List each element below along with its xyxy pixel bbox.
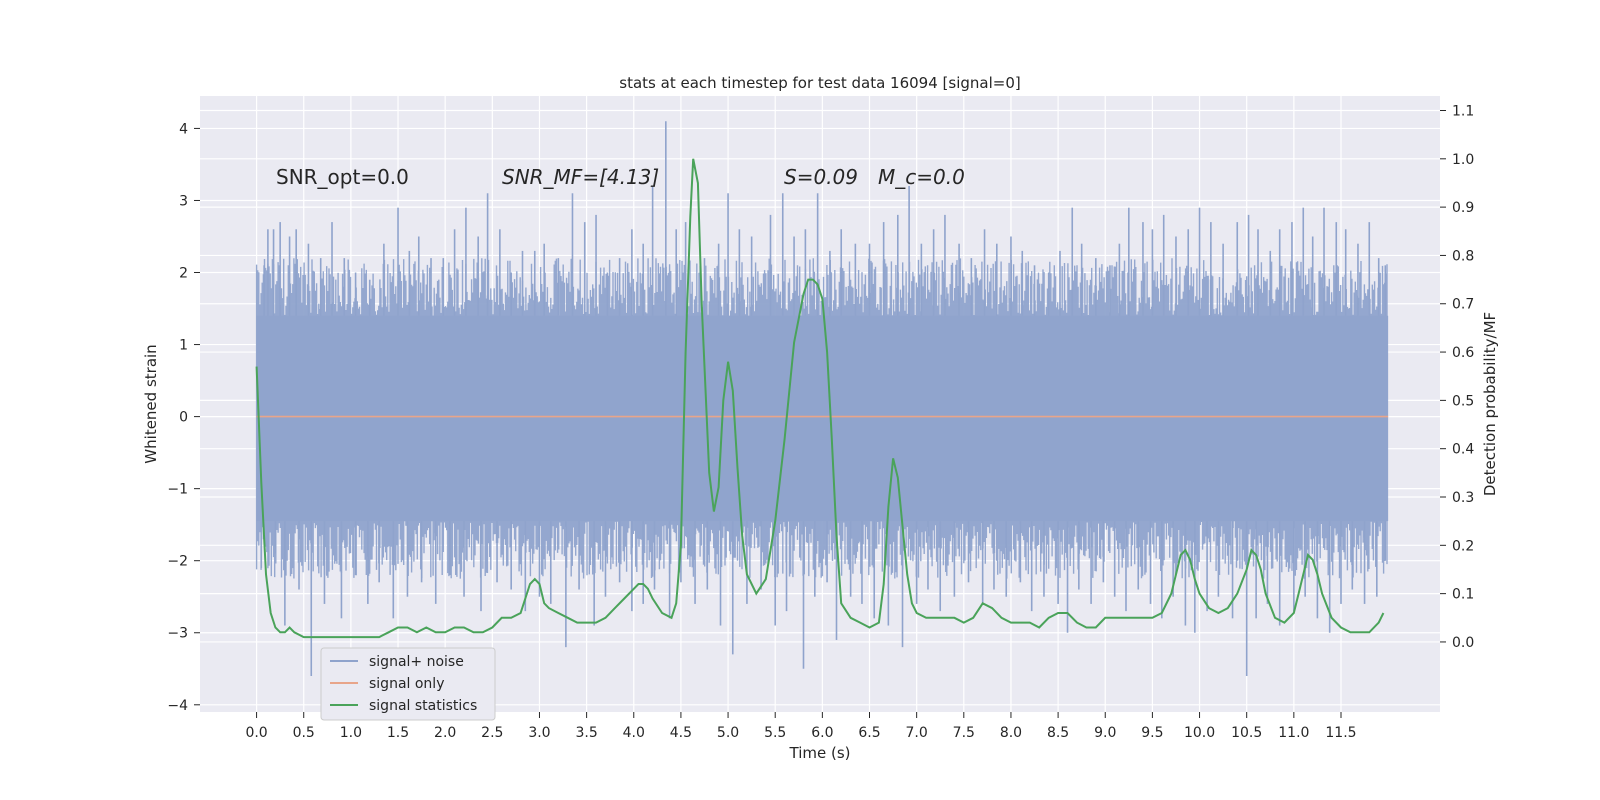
y2-tick-label: 0.8 <box>1452 248 1474 264</box>
x-tick-label: 10.0 <box>1184 725 1215 741</box>
x-tick-label: 3.5 <box>575 725 597 741</box>
y-tick-label: 4 <box>179 121 188 137</box>
legend-box <box>320 647 496 721</box>
x-tick-label: 9.0 <box>1094 725 1116 741</box>
x-tick-label: 11.0 <box>1278 725 1309 741</box>
y-tick-label: 1 <box>179 338 188 354</box>
x-tick-label: 1.5 <box>387 725 409 741</box>
x-tick-label: 7.5 <box>953 725 975 741</box>
y-tick-label: −3 <box>167 626 188 642</box>
annotation-snr-mf: SNR_MF=[4.13] <box>502 165 659 189</box>
x-tick-label: 6.0 <box>811 725 833 741</box>
x-tick-label: 0.5 <box>293 725 315 741</box>
y2-tick-label: 1.1 <box>1452 103 1474 119</box>
line-series <box>255 158 1389 639</box>
signal-noise-series <box>255 121 1389 676</box>
legend-label-signal-noise: signal+ noise <box>369 654 464 670</box>
x-tick-label: 0.0 <box>245 725 267 741</box>
x-tick-label: 1.0 <box>340 725 362 741</box>
y2-tick-label: 0.2 <box>1452 538 1474 554</box>
x-tick-label: 5.0 <box>717 725 739 741</box>
legend-label-signal-statistics: signal statistics <box>369 698 477 714</box>
x-tick-label: 3.0 <box>528 725 550 741</box>
y2-tick-label: 0.6 <box>1452 345 1474 361</box>
chart-title: stats at each timestep for test data 160… <box>619 74 1020 92</box>
y2-tick-label: 0.0 <box>1452 635 1474 651</box>
x-axis-label: Time (s) <box>789 744 851 762</box>
y2-tick-label: 0.4 <box>1452 442 1474 458</box>
legend-label-signal-only: signal only <box>369 676 444 692</box>
annotation-mc: M_c=0.0 <box>878 165 965 189</box>
y2-tick-label: 0.7 <box>1452 297 1474 313</box>
signal-noise-texture <box>255 258 1388 579</box>
y2-tick-label: 0.1 <box>1452 587 1474 603</box>
x-tick-label: 10.5 <box>1231 725 1262 741</box>
y-tick-label: 3 <box>179 193 188 209</box>
x-tick-label: 4.0 <box>623 725 645 741</box>
annotation-snr-opt: SNR_opt=0.0 <box>276 165 409 189</box>
x-tick-label: 8.0 <box>1000 725 1022 741</box>
x-tick-label: 5.5 <box>764 725 786 741</box>
y-tick-label: −4 <box>167 698 188 714</box>
x-tick-label: 7.0 <box>906 725 928 741</box>
legend: signal+ noise signal only signal statist… <box>320 647 496 721</box>
x-tick-label: 8.5 <box>1047 725 1069 741</box>
y-tick-label: −2 <box>167 554 188 570</box>
y2-tick-label: 0.3 <box>1452 490 1474 506</box>
y-tick-label: −1 <box>167 482 188 498</box>
x-tick-label: 2.5 <box>481 725 503 741</box>
y2-axis-label: Detection probability/MF <box>1481 312 1499 496</box>
y-tick-label: 0 <box>179 410 188 426</box>
y2-tick-label: 0.5 <box>1452 393 1474 409</box>
x-tick-label: 9.5 <box>1141 725 1163 741</box>
y2-tick-label: 0.9 <box>1452 200 1474 216</box>
x-tick-label: 11.5 <box>1325 725 1356 741</box>
signal-statistics-line <box>255 158 1385 639</box>
x-tick-label: 2.0 <box>434 725 456 741</box>
y2-tick-label: 1.0 <box>1452 152 1474 168</box>
axis-ticks: 0.0 0.5 1.0 1.5 2.0 2.5 3.0 3.5 4.0 4.5 5.0 5.5 6.0 6… <box>167 103 1474 741</box>
y-tick-label: 2 <box>179 266 188 282</box>
x-tick-label: 6.5 <box>858 725 880 741</box>
x-tick-label: 4.5 <box>670 725 692 741</box>
annotation-s: S=0.09 <box>784 165 858 189</box>
annotations: SNR_opt=0.0 SNR_MF=[4.13] S=0.09 M_c=0.0 <box>276 165 965 189</box>
y-axis-label: Whitened strain <box>142 344 160 463</box>
